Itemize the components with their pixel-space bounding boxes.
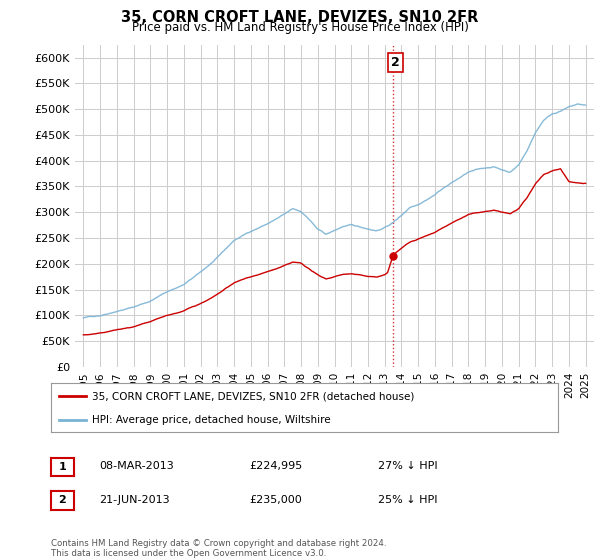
Text: 35, CORN CROFT LANE, DEVIZES, SN10 2FR: 35, CORN CROFT LANE, DEVIZES, SN10 2FR <box>121 10 479 25</box>
Text: 08-MAR-2013: 08-MAR-2013 <box>99 461 174 471</box>
Text: 1: 1 <box>59 462 66 472</box>
Text: 35, CORN CROFT LANE, DEVIZES, SN10 2FR (detached house): 35, CORN CROFT LANE, DEVIZES, SN10 2FR (… <box>92 391 414 402</box>
Text: £224,995: £224,995 <box>249 461 302 471</box>
Text: 27% ↓ HPI: 27% ↓ HPI <box>378 461 437 471</box>
Text: Contains HM Land Registry data © Crown copyright and database right 2024.
This d: Contains HM Land Registry data © Crown c… <box>51 539 386 558</box>
Text: HPI: Average price, detached house, Wiltshire: HPI: Average price, detached house, Wilt… <box>92 415 330 425</box>
Text: Price paid vs. HM Land Registry's House Price Index (HPI): Price paid vs. HM Land Registry's House … <box>131 21 469 34</box>
Text: 2: 2 <box>391 57 400 69</box>
Text: £235,000: £235,000 <box>249 494 302 505</box>
Text: 21-JUN-2013: 21-JUN-2013 <box>99 494 170 505</box>
Text: 2: 2 <box>59 496 66 505</box>
Text: 25% ↓ HPI: 25% ↓ HPI <box>378 494 437 505</box>
